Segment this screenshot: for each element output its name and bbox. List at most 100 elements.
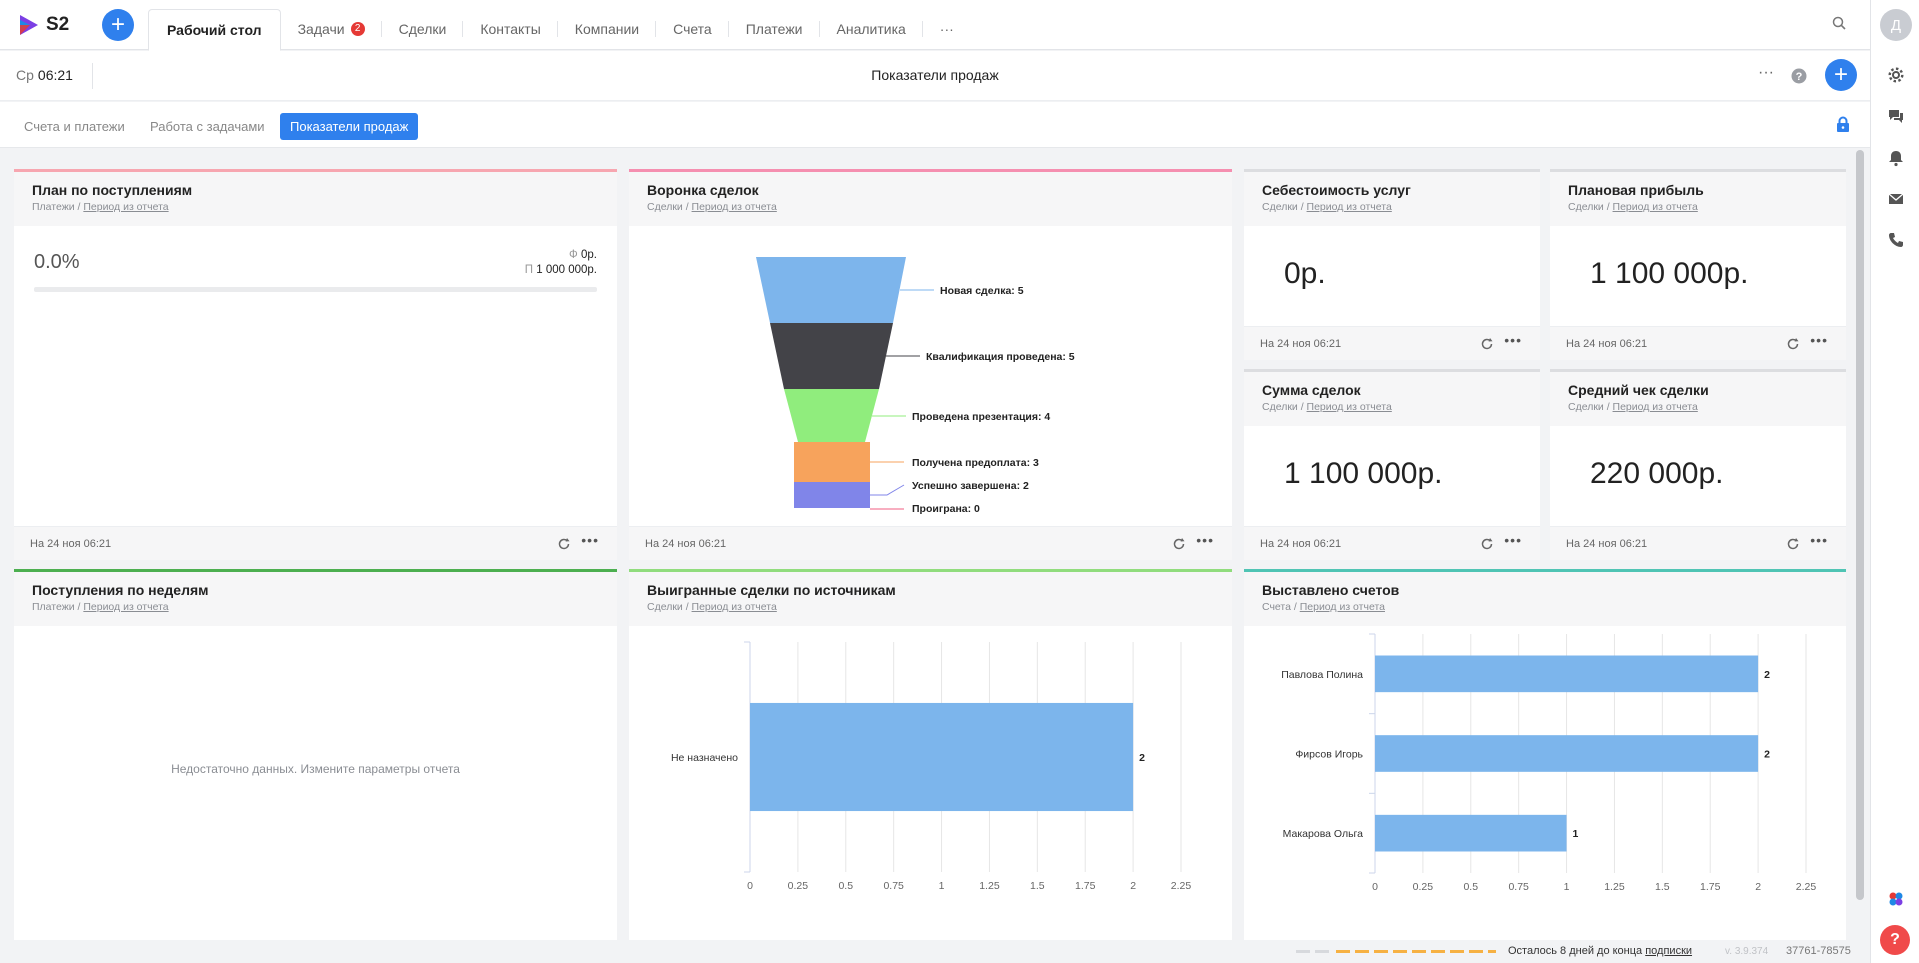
period-link[interactable]: Период из отчета	[1612, 201, 1698, 213]
x-tick-label: 2	[1130, 880, 1136, 892]
clock: Ср 06:21	[16, 67, 73, 83]
period-link[interactable]: Период из отчета	[1612, 401, 1698, 413]
widget-footer: На 24 ноя 06:21 •••	[1244, 326, 1540, 360]
page-scrollbar[interactable]	[1856, 150, 1864, 940]
widget-title: План по поступлениям	[32, 182, 193, 198]
help-chat-icon[interactable]: ?	[1880, 925, 1910, 955]
period-link[interactable]: Период из отчета	[1306, 201, 1392, 213]
funnel-stage-prepayment[interactable]	[794, 442, 870, 482]
tab-label: Аналитика	[836, 20, 906, 37]
refresh-icon[interactable]	[1172, 537, 1186, 551]
period-link[interactable]: Период из отчета	[83, 601, 169, 613]
search-icon[interactable]	[1832, 16, 1846, 30]
funnel-stage-presentation[interactable]	[784, 389, 879, 442]
widget-date: На 24 ноя 06:21	[30, 538, 112, 550]
bar[interactable]	[750, 702, 1134, 812]
funnel-stage-won[interactable]	[794, 482, 870, 508]
bar[interactable]	[1375, 735, 1759, 772]
scrollbar-thumb[interactable]	[1856, 150, 1864, 900]
category-label: Не назначено	[671, 752, 738, 764]
bar[interactable]	[1375, 655, 1759, 693]
apps-icon[interactable]	[1887, 890, 1905, 908]
x-tick-label: 1.5	[1655, 881, 1670, 893]
gear-icon[interactable]	[1887, 66, 1905, 84]
subtab-invoices-payments[interactable]: Счета и платежи	[24, 119, 125, 134]
widget-profit: Плановая прибыль Сделки / Период из отче…	[1550, 169, 1846, 360]
period-link[interactable]: Период из отчета	[691, 601, 777, 613]
refresh-icon[interactable]	[1480, 337, 1494, 351]
fact-value: 0р.	[581, 249, 597, 261]
refresh-icon[interactable]	[1480, 537, 1494, 551]
subscription-link[interactable]: подписки	[1645, 945, 1693, 957]
funnel-stage-qualified[interactable]	[770, 323, 893, 389]
widget-date: На 24 ноя 06:21	[645, 538, 727, 550]
chat-icon[interactable]	[1887, 107, 1905, 125]
widget-date: На 24 ноя 06:21	[1566, 338, 1648, 350]
refresh-icon[interactable]	[1786, 337, 1800, 351]
tab-analytics[interactable]: Аналитика	[820, 8, 924, 50]
period-link[interactable]: Период из отчета	[1299, 601, 1385, 613]
tab-deals[interactable]: Сделки	[382, 8, 464, 50]
dashboard-tabs: Счета и платежи Работа с задачами Показа…	[0, 102, 1870, 148]
widget-header: Средний чек сделки Сделки / Период из от…	[1550, 372, 1846, 426]
clock-time: 06:21	[37, 67, 73, 83]
tab-contacts[interactable]: Контакты	[463, 8, 559, 50]
x-tick-label: 1.75	[1700, 881, 1721, 893]
more-dots-icon[interactable]: •••	[581, 532, 599, 548]
tab-invoices[interactable]: Счета	[656, 8, 729, 50]
x-tick-label: 0.75	[1508, 881, 1529, 893]
bar[interactable]	[1375, 814, 1567, 852]
kpi-value: 1 100 000р.	[1284, 457, 1443, 490]
more-dots-icon[interactable]: •••	[1810, 532, 1828, 548]
page-header: Ср 06:21 Показатели продаж ···	[0, 51, 1870, 101]
bell-icon[interactable]	[1887, 149, 1905, 167]
tab-desktop[interactable]: Рабочий стол	[148, 8, 281, 51]
data-label: 2	[1139, 752, 1145, 764]
fact-label: Ф	[569, 249, 578, 261]
phone-icon[interactable]	[1887, 231, 1905, 249]
subtab-tasks-work[interactable]: Работа с задачами	[150, 119, 265, 134]
widget-source: Сделки /	[1262, 401, 1307, 413]
period-link[interactable]: Период из отчета	[83, 201, 169, 213]
widget-title: Себестоимость услуг	[1262, 182, 1411, 198]
quick-add-button[interactable]: +	[102, 8, 134, 41]
tasks-count-badge: 2	[350, 21, 365, 36]
x-tick-label: 0.25	[788, 880, 809, 892]
main-tabs: Рабочий стол Задачи 2 Сделки Контакты Ком…	[148, 8, 971, 51]
funnel-stage-new[interactable]	[756, 257, 906, 323]
status-bar: Осталось 8 дней до конца подписки v. 3.9…	[0, 940, 1870, 963]
widget-source: Сделки /	[647, 601, 692, 613]
x-tick-label: 2	[1755, 881, 1761, 893]
more-dots-icon[interactable]: ···	[1758, 64, 1774, 81]
tab-payments[interactable]: Платежи	[729, 8, 820, 50]
refresh-icon[interactable]	[1786, 537, 1800, 551]
more-dots-icon[interactable]: •••	[1810, 332, 1828, 348]
funnel-label: Успешно завершена: 2	[912, 480, 1029, 492]
divider	[92, 63, 93, 89]
avatar[interactable]: Д	[1880, 9, 1912, 41]
refresh-icon[interactable]	[557, 537, 571, 551]
tab-more[interactable]: ···	[923, 8, 971, 50]
subtab-sales-indicators[interactable]: Показатели продаж	[280, 113, 419, 140]
period-link[interactable]: Период из отчета	[1306, 401, 1392, 413]
help-icon[interactable]: ?	[1791, 68, 1807, 84]
add-report-button[interactable]: +	[1825, 59, 1857, 91]
widget-deals-sum: Сумма сделок Сделки / Период из отчета 1…	[1244, 369, 1540, 560]
more-dots-icon[interactable]: •••	[1504, 332, 1522, 348]
tab-tasks[interactable]: Задачи 2	[281, 8, 382, 50]
widget-header: Выставлено счетов Счета / Период из отче…	[1244, 572, 1846, 626]
tab-companies[interactable]: Компании	[558, 8, 657, 50]
lock-icon[interactable]	[1836, 116, 1850, 132]
mail-icon[interactable]	[1887, 190, 1905, 208]
widget-subtitle: Платежи / Период из отчета	[32, 601, 599, 613]
funnel-label: Получена предоплата: 3	[912, 457, 1039, 469]
category-label: Фирсов Игорь	[1295, 749, 1363, 761]
widget-date: На 24 ноя 06:21	[1260, 338, 1342, 350]
more-dots-icon[interactable]: •••	[1504, 532, 1522, 548]
more-dots-icon[interactable]: •••	[1196, 532, 1214, 548]
period-link[interactable]: Период из отчета	[691, 201, 777, 213]
widget-footer: На 24 ноя 06:21 •••	[1550, 526, 1846, 560]
app-logo[interactable]: S2	[18, 14, 80, 36]
tab-label: Рабочий стол	[167, 21, 262, 38]
widget-subtitle: Сделки / Период из отчета	[1262, 401, 1522, 413]
